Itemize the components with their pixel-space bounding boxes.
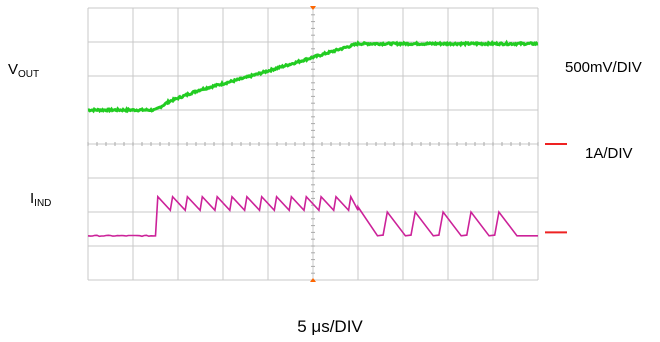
iind-label-main: I [30,190,35,207]
iind-trace [87,194,538,238]
vout-channel-label: VOUT [8,62,39,80]
time-scale-label: 5 μs/DIV [297,317,363,336]
vout-label-sub: OUT [18,69,40,80]
vout-trace [87,39,539,114]
graticule-center-ticks [87,7,539,281]
channel-markers [545,143,567,234]
iind-channel-label: IIND [30,191,51,209]
trigger-markers [310,6,316,282]
iind-scale-label: 1A/DIV [585,145,633,162]
vout-scale-label: 500mV/DIV [565,59,642,76]
trigger-marker-top [310,6,316,10]
iind-label-sub: IND [34,198,52,209]
vout-label-main: V [8,61,19,78]
trigger-marker-bottom [310,278,316,282]
